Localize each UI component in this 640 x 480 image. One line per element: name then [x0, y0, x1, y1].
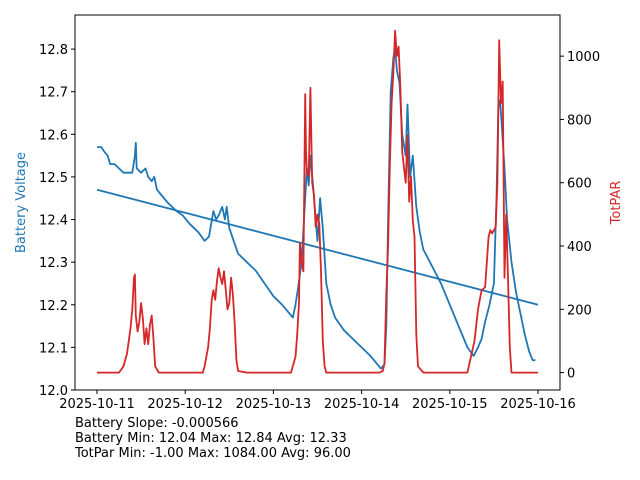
left-tick-label: 12.8 [39, 43, 68, 58]
right-tick-label: 200 [567, 303, 592, 318]
x-tick-label: 2025-10-15 [412, 397, 488, 412]
x-tick-label: 2025-10-12 [147, 397, 223, 412]
left-tick-label: 12.6 [39, 128, 68, 143]
right-tick-label: 400 [567, 240, 592, 255]
right-tick-label: 600 [567, 177, 592, 192]
left-tick-label: 12.5 [39, 171, 68, 186]
right-tick-label: 800 [567, 113, 592, 128]
right-tick-label: 0 [567, 367, 575, 382]
plot-frame [74, 14, 561, 391]
x-tick-label: 2025-10-14 [324, 397, 400, 412]
battery-summary-text: Battery Min: 12.04 Max: 12.84 Avg: 12.33 [75, 431, 347, 446]
totpar-summary-text: TotPar Min: -1.00 Max: 1084.00 Avg: 96.0… [75, 446, 351, 461]
x-tick-label: 2025-10-13 [236, 397, 312, 412]
battery-slope-text: Battery Slope: -0.000566 [75, 416, 239, 431]
left-tick-label: 12.4 [39, 214, 68, 229]
summary-stats: Battery Slope: -0.000566 Battery Min: 12… [75, 416, 351, 461]
series-line-battery-trend [96, 188, 539, 306]
right-axis-label: TotPAR [609, 181, 624, 226]
left-tick-label: 12.3 [39, 256, 68, 271]
series-line-battery-voltage [97, 48, 536, 370]
series-layer [96, 29, 539, 374]
left-tick-label: 12.1 [39, 341, 68, 356]
left-tick-label: 12.0 [39, 384, 68, 399]
x-tick-label: 2025-10-11 [59, 397, 135, 412]
left-tick-label: 12.7 [39, 86, 68, 101]
series-line-totpar [97, 29, 538, 374]
left-axis-label: Battery Voltage [14, 152, 29, 253]
right-tick-label: 1000 [567, 50, 600, 65]
axes-layer: 2025-10-11 2025-10-12 2025-10-13 2025-10-14… [14, 43, 624, 412]
x-tick-label: 2025-10-16 [500, 397, 576, 412]
plot-area [75, 15, 560, 390]
left-tick-label: 12.2 [39, 299, 68, 314]
